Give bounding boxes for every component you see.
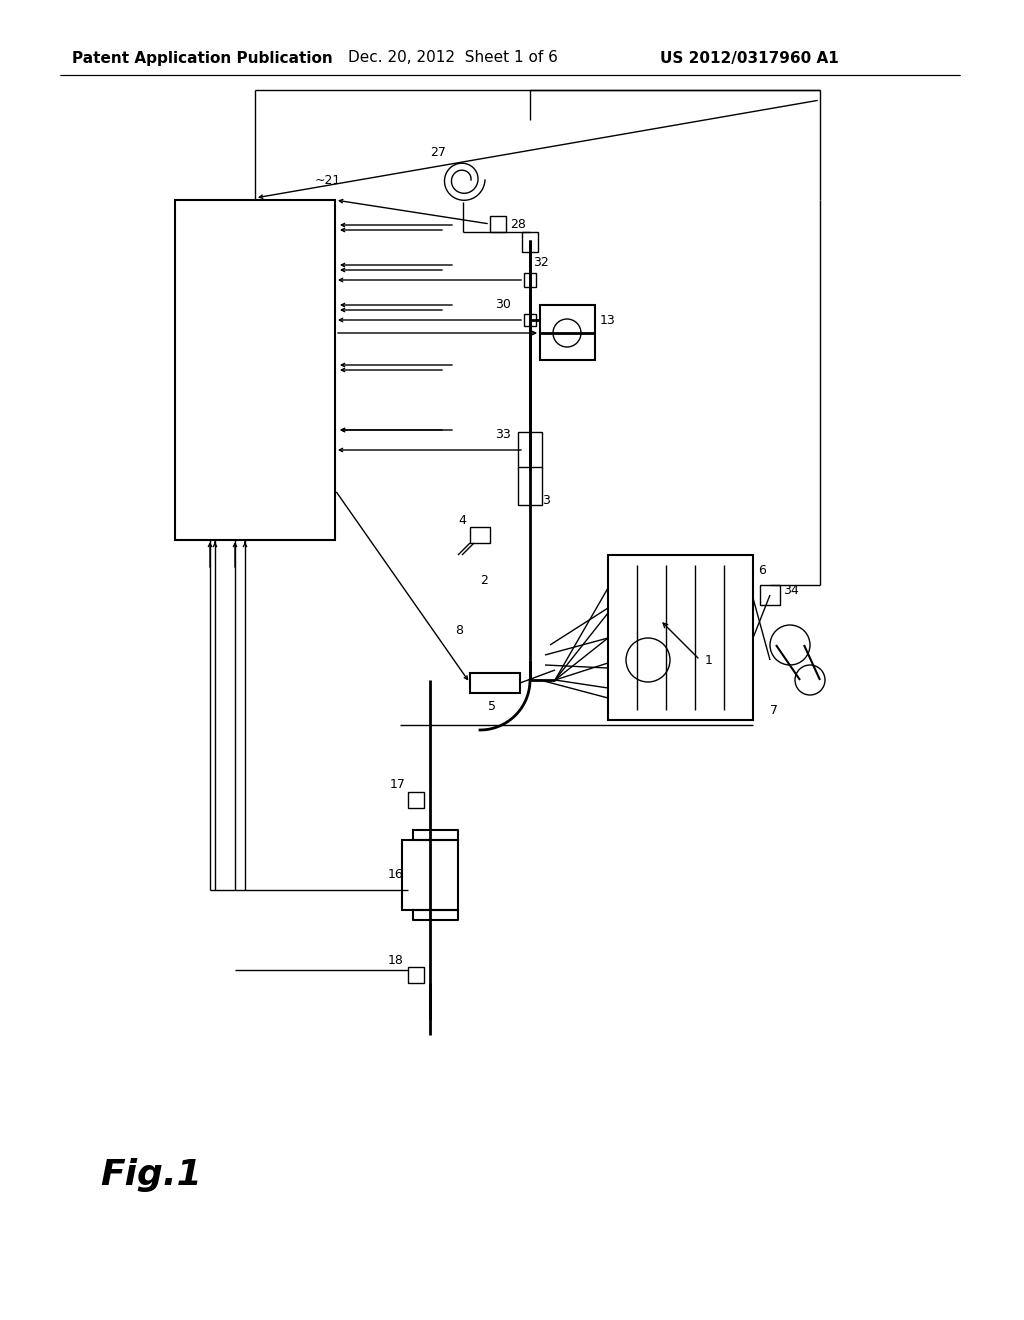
Text: 17: 17 xyxy=(390,779,406,792)
Text: 34: 34 xyxy=(783,583,799,597)
Bar xyxy=(760,585,780,605)
Bar xyxy=(540,305,595,360)
Text: 16: 16 xyxy=(388,869,403,882)
Text: ~21: ~21 xyxy=(315,173,341,186)
Text: 7: 7 xyxy=(770,704,778,717)
Text: 8: 8 xyxy=(455,623,463,636)
Bar xyxy=(470,527,490,543)
Text: 13: 13 xyxy=(600,314,615,326)
Text: 1: 1 xyxy=(705,653,713,667)
Text: Fig.1: Fig.1 xyxy=(100,1158,202,1192)
Bar xyxy=(175,201,335,540)
Bar xyxy=(408,968,424,983)
Text: 18: 18 xyxy=(388,953,403,966)
Text: Patent Application Publication: Patent Application Publication xyxy=(72,50,333,66)
Bar xyxy=(518,432,542,469)
Text: 3: 3 xyxy=(542,494,550,507)
Text: 28: 28 xyxy=(510,219,526,231)
Text: 4: 4 xyxy=(458,513,466,527)
Text: 6: 6 xyxy=(758,564,766,577)
Bar xyxy=(490,216,506,232)
Text: Dec. 20, 2012  Sheet 1 of 6: Dec. 20, 2012 Sheet 1 of 6 xyxy=(348,50,558,66)
Bar xyxy=(524,314,536,326)
Bar xyxy=(608,554,753,719)
Bar xyxy=(522,232,538,252)
Bar xyxy=(524,444,536,455)
Text: 33: 33 xyxy=(495,429,511,441)
Text: US 2012/0317960 A1: US 2012/0317960 A1 xyxy=(660,50,839,66)
Bar xyxy=(518,467,542,506)
Text: 5: 5 xyxy=(488,701,496,714)
Bar xyxy=(470,673,520,693)
Text: 30: 30 xyxy=(495,298,511,312)
Text: 2: 2 xyxy=(480,573,487,586)
Text: 32: 32 xyxy=(534,256,549,268)
Bar xyxy=(408,792,424,808)
Bar xyxy=(524,273,536,286)
Text: 27: 27 xyxy=(430,145,445,158)
Bar xyxy=(402,840,458,909)
